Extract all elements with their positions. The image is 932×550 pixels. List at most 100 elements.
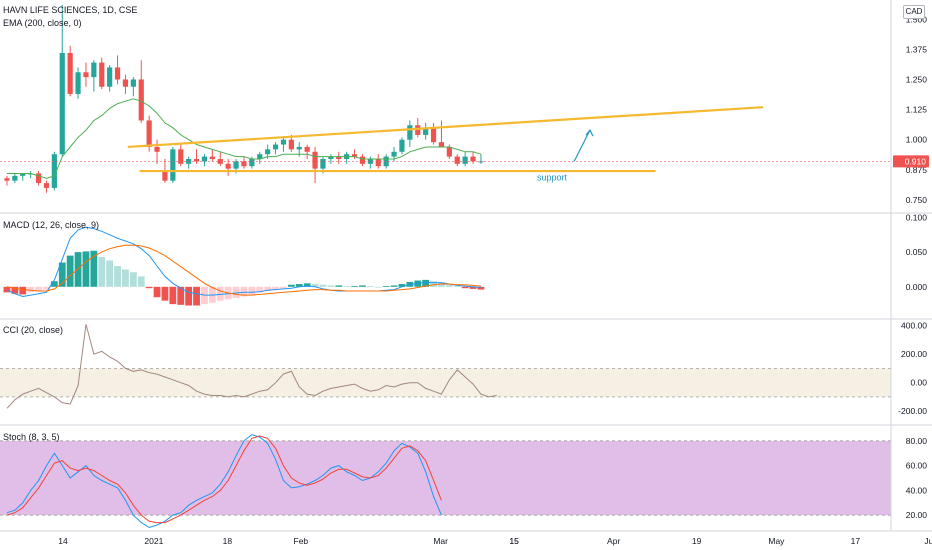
candle[interactable] — [12, 175, 18, 181]
macd-histogram-bar — [35, 286, 42, 292]
candle[interactable] — [280, 139, 287, 145]
candle[interactable] — [114, 67, 121, 80]
macd-histogram-bar — [98, 256, 106, 287]
candle[interactable] — [225, 163, 231, 169]
candle[interactable] — [75, 72, 81, 94]
candle[interactable] — [83, 72, 89, 78]
support-label: support — [537, 173, 568, 183]
candle[interactable] — [265, 149, 271, 155]
candle[interactable] — [391, 151, 397, 157]
candle[interactable] — [272, 144, 279, 150]
macd-histogram-bar — [145, 286, 153, 289]
time-tick-label: 15 — [509, 536, 519, 546]
last-price-tag — [893, 155, 929, 168]
candle[interactable] — [336, 156, 342, 159]
candle[interactable] — [233, 161, 239, 169]
candle[interactable] — [367, 159, 373, 164]
macd-histogram-bar — [461, 286, 469, 289]
macd-histogram-bar — [153, 286, 161, 298]
candle[interactable] — [257, 154, 263, 159]
candle[interactable] — [43, 183, 50, 188]
macd-histogram-bar — [66, 255, 74, 287]
candle[interactable] — [146, 120, 152, 147]
macd-histogram-bar — [453, 286, 461, 287]
candle[interactable] — [51, 154, 57, 188]
currency-button[interactable]: CAD — [903, 5, 925, 19]
macd-histogram-bar — [90, 250, 98, 287]
candle[interactable] — [241, 161, 247, 167]
candle[interactable] — [99, 62, 105, 87]
cci-line — [6, 324, 497, 409]
macd-histogram-bar — [390, 285, 398, 287]
candle[interactable] — [320, 159, 326, 169]
candle[interactable] — [193, 159, 200, 162]
candle[interactable] — [170, 149, 176, 181]
macd-legend: MACD (12, 26, close, 9) — [3, 220, 100, 230]
price-tick-label: 1.375 — [906, 44, 928, 54]
candle[interactable] — [399, 139, 405, 152]
candle[interactable] — [438, 142, 445, 147]
candle[interactable] — [351, 154, 358, 157]
candle[interactable] — [462, 156, 468, 164]
candle[interactable] — [130, 79, 136, 87]
macd-histogram-bar — [43, 286, 50, 290]
candle[interactable] — [138, 79, 144, 121]
candle[interactable] — [4, 178, 10, 181]
candle[interactable] — [67, 53, 73, 94]
price-tick-label: 1.250 — [906, 75, 928, 85]
candle[interactable] — [35, 173, 42, 184]
macd-histogram-bar — [430, 281, 437, 287]
candle[interactable] — [423, 127, 429, 135]
time-tick-label: 19 — [692, 536, 702, 546]
candle[interactable] — [312, 151, 318, 169]
price-pane[interactable]: support — [0, 4, 890, 193]
candle[interactable] — [288, 139, 294, 150]
candle[interactable] — [107, 67, 113, 87]
candle[interactable] — [454, 156, 460, 164]
candle[interactable] — [178, 149, 184, 164]
stoch-band — [0, 440, 891, 516]
stoch-pane[interactable] — [0, 434, 891, 529]
macd-histogram-bar — [445, 284, 453, 287]
stoch-legend: Stoch (8, 3, 5) — [3, 432, 60, 442]
symbol-title: HAVN LIFE SCIENCES, 1D, CSE — [3, 5, 138, 15]
candle[interactable] — [249, 159, 255, 167]
time-tick-label: 17 — [851, 536, 861, 546]
cci-pane[interactable] — [0, 324, 891, 409]
macd-histogram-bar — [398, 284, 406, 287]
macd-histogram-bar — [280, 286, 287, 289]
candle[interactable] — [478, 161, 484, 163]
cci-legend: CCI (20, close) — [3, 325, 64, 335]
candle[interactable] — [328, 156, 334, 159]
candle[interactable] — [201, 156, 208, 162]
candle[interactable] — [91, 62, 97, 78]
macd-histogram-bar — [177, 286, 185, 305]
trendline[interactable] — [127, 106, 764, 149]
candle[interactable] — [415, 125, 421, 135]
candle[interactable] — [209, 156, 215, 159]
candle[interactable] — [304, 146, 310, 152]
candle[interactable] — [430, 127, 437, 143]
stoch-tick-label: 60.00 — [906, 461, 928, 471]
macd-tick-label: 0.100 — [906, 212, 928, 222]
candle[interactable] — [407, 125, 413, 140]
candle[interactable] — [296, 146, 302, 150]
price-tick-label: 1.000 — [906, 135, 928, 145]
candle[interactable] — [383, 156, 389, 167]
candle[interactable] — [154, 146, 160, 152]
arrow-line[interactable] — [573, 129, 591, 162]
time-tick-label: Mar — [433, 536, 448, 546]
candle[interactable] — [162, 171, 168, 181]
macd-histogram-bar — [256, 286, 264, 293]
candle[interactable] — [59, 53, 65, 155]
macd-pane[interactable] — [3, 226, 485, 306]
candle[interactable] — [375, 159, 381, 167]
candle[interactable] — [359, 156, 366, 164]
candle[interactable] — [20, 173, 26, 176]
candle[interactable] — [470, 156, 476, 162]
candle[interactable] — [446, 146, 452, 157]
macd-histogram-bar — [169, 286, 177, 305]
macd-histogram-bar — [319, 284, 327, 287]
candle[interactable] — [122, 79, 129, 87]
